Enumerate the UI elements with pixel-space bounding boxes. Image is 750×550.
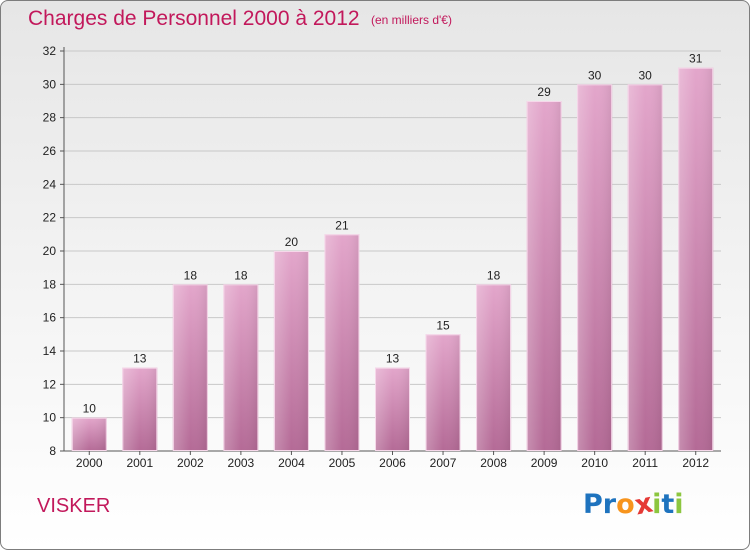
commune-name: VISKER [37,495,111,517]
y-tick-label: 8 [49,444,56,458]
bar-shine [273,251,309,451]
y-tick-label: 26 [43,144,57,158]
y-tick-label: 10 [43,411,57,425]
logo-letter: P [583,489,603,520]
bar-shine [375,367,410,451]
bar-highlight [71,417,107,451]
y-tick-label: 18 [43,277,57,291]
bar-highlight [273,251,309,451]
logo-letter: i [674,489,684,520]
value-label: 13 [386,352,400,366]
x-tick-label: 2010 [581,456,608,470]
bar-highlight [476,284,512,452]
value-label: 18 [487,268,501,282]
bar-highlight [122,367,158,451]
y-tick-label: 12 [43,377,57,391]
x-tick-label: 2000 [76,456,103,470]
bar-highlight [425,334,461,452]
y-tick-label: 20 [43,244,57,258]
x-tick-label: 2003 [228,456,255,470]
value-label: 30 [639,68,653,82]
bar-highlight [627,84,663,451]
logo-letter: o [616,489,635,520]
bar-shine [526,101,562,451]
x-tick-label: 2008 [480,456,507,470]
bar-highlight [577,84,613,451]
y-tick-label: 22 [43,211,57,225]
y-tick-label: 30 [43,77,57,91]
bar-shine [122,367,158,451]
value-label: 31 [689,52,703,66]
bar-shine [223,284,259,451]
y-tick-label: 16 [43,311,57,325]
value-label: 18 [184,268,198,282]
value-label: 15 [436,318,450,332]
value-label: 13 [133,352,147,366]
value-label: 21 [335,218,349,232]
value-label: 10 [83,402,97,416]
bar-shine [425,334,461,451]
bar-shine [627,84,663,451]
bar-shine [476,284,512,451]
bar-highlight [324,234,360,451]
logo-letter: r [602,489,617,520]
x-tick-label: 2004 [278,456,305,470]
value-label: 29 [537,85,551,99]
y-tick-label: 32 [43,44,57,58]
x-tick-label: 2006 [379,456,406,470]
proxiti-logo[interactable]: Proxiti [583,488,684,522]
y-tick-label: 24 [43,177,57,191]
bar-highlight [172,284,208,452]
bar-highlight [678,67,714,452]
value-label: 30 [588,68,602,82]
bar-highlight [375,367,410,451]
x-tick-label: 2002 [177,456,204,470]
y-tick-label: 14 [43,344,57,358]
bar-shine [71,417,107,451]
bar-highlight [526,101,562,451]
x-tick-label: 2007 [430,456,457,470]
value-label: 20 [285,235,299,249]
x-tick-label: 2001 [126,456,153,470]
x-tick-label: 2005 [329,456,356,470]
bar-highlight [223,284,259,452]
bar-shine [577,84,613,451]
x-tick-label: 2009 [531,456,558,470]
x-tick-label: 2011 [632,456,658,470]
logo-letter: t [661,489,675,520]
bar-shine [678,67,714,452]
chart-title: Charges de Personnel 2000 à 2012 [28,7,360,30]
labels: 10 13 18 18 20 21 13 15 18 29 30 30 31 [83,52,703,416]
chart-subtitle: (en milliers d'€) [371,13,452,27]
bars [71,67,714,452]
logo-letter: i [652,489,662,520]
value-label: 18 [234,268,248,282]
bar-shine [172,284,208,451]
bar-shine [324,234,360,451]
x-tick-label: 2012 [682,456,709,470]
y-tick-label: 28 [43,111,57,125]
